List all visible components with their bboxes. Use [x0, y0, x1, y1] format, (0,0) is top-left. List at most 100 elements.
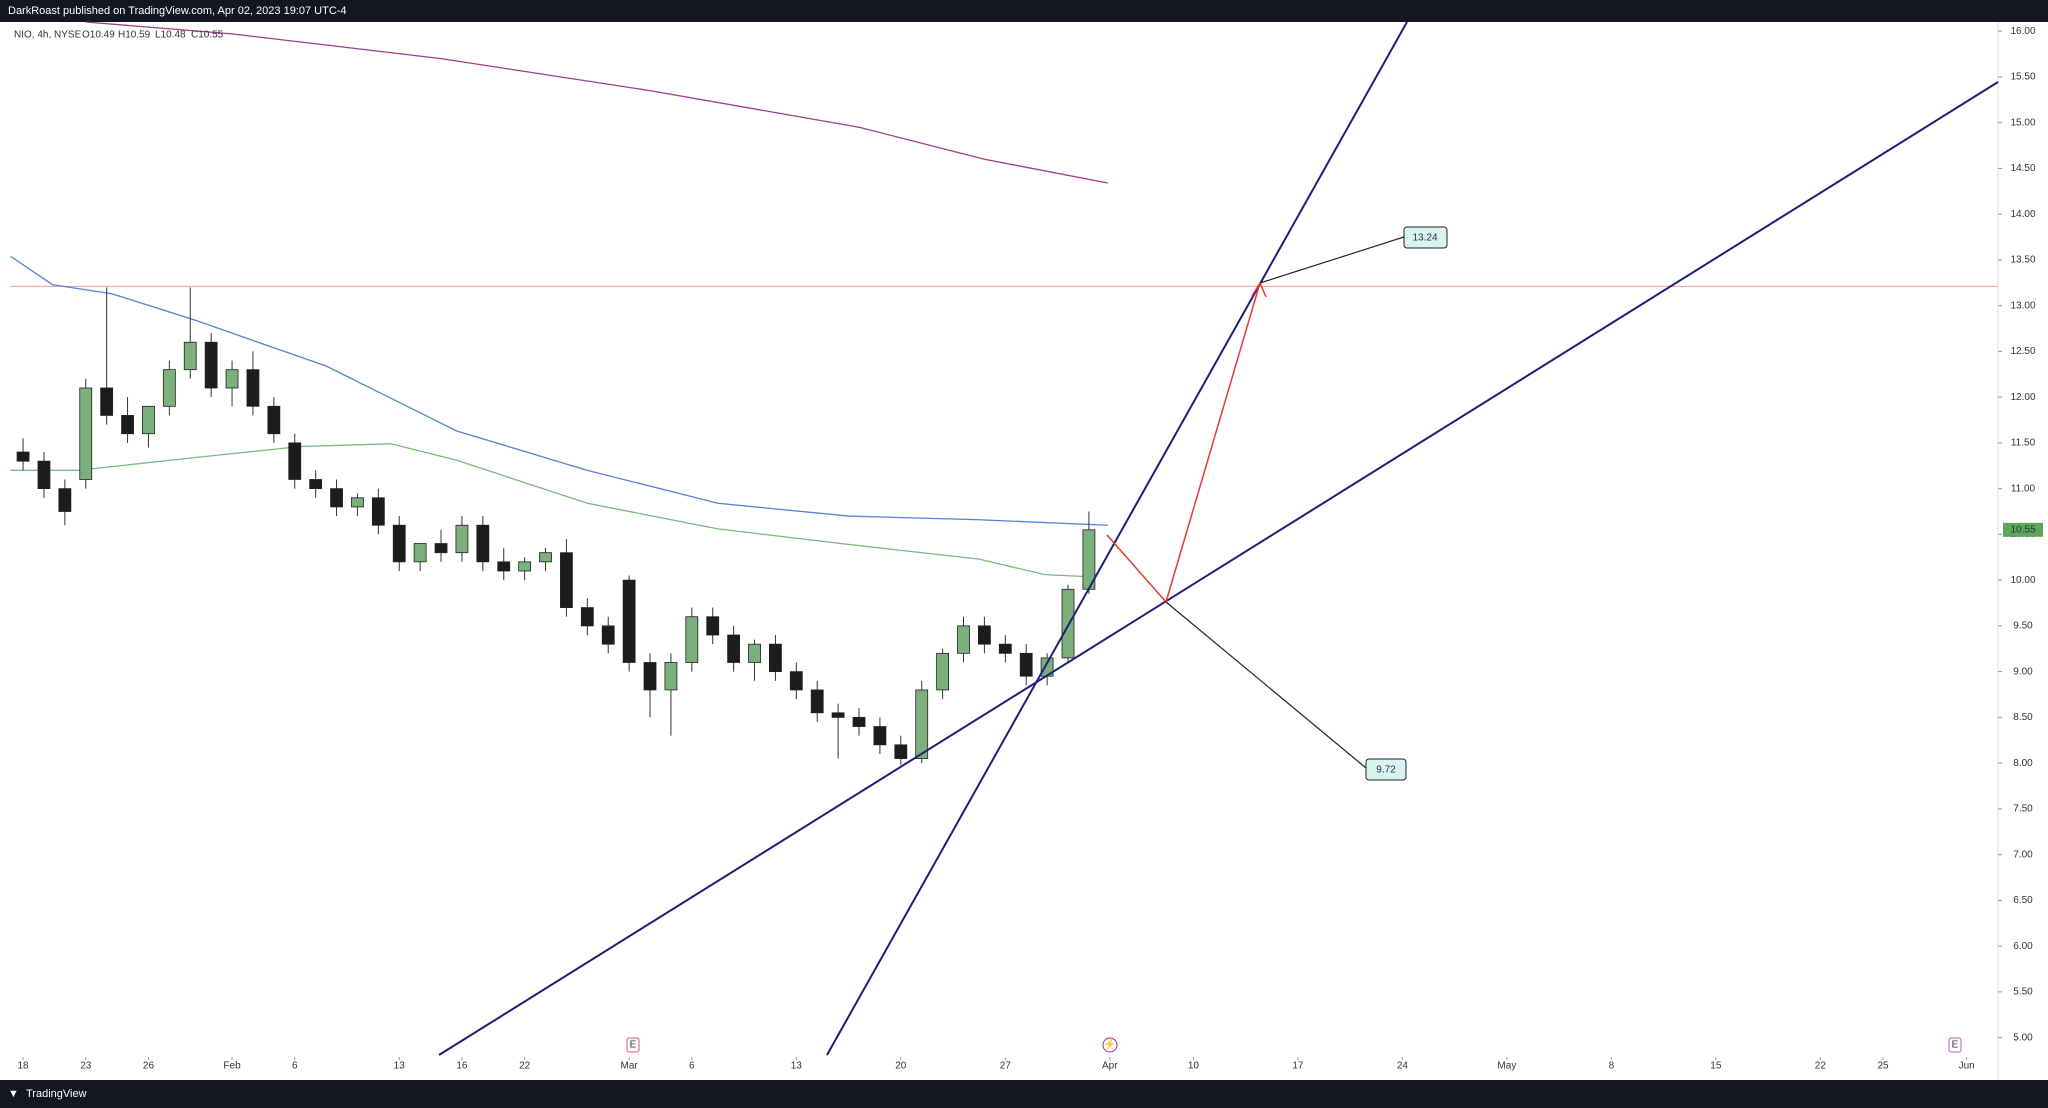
candle-body	[476, 524, 490, 563]
drawings: 13.24 9.72 E ⚡ E	[438, 21, 1999, 1056]
moving-average	[10, 255, 1108, 526]
candle-body	[330, 488, 343, 508]
candle-body	[622, 579, 636, 663]
y-tick-label: 10.00	[2010, 575, 2035, 586]
y-tick-label: 8.50	[2013, 712, 2033, 723]
candle-body	[769, 643, 782, 673]
candle-body	[225, 369, 239, 389]
projection-path	[1106, 282, 1261, 604]
x-tick-label: 8	[1609, 1061, 1615, 1072]
candle-body	[978, 625, 991, 645]
x-tick-label: Mar	[621, 1061, 639, 1072]
candle-body	[894, 744, 908, 759]
candle-body	[121, 415, 134, 435]
header-bar	[0, 0, 2048, 22]
y-tick-label: 7.50	[2013, 804, 2033, 815]
candle-body	[1061, 588, 1075, 659]
x-tick-label: 26	[143, 1061, 155, 1072]
x-tick-label: 13	[791, 1061, 803, 1072]
last-price-tag	[2003, 522, 2043, 537]
legend-high: H10.59	[118, 30, 151, 41]
candle-body	[748, 643, 761, 663]
trend-line	[826, 21, 1408, 1056]
candle-body	[1019, 652, 1033, 677]
y-tick-label: 11.00	[2011, 483, 2036, 494]
moving-average	[85, 21, 1108, 184]
candle-body	[831, 712, 845, 718]
target-label: 13.24	[1412, 233, 1437, 244]
x-tick-label: 16	[456, 1061, 468, 1072]
x-tick-label: May	[1497, 1061, 1516, 1072]
candle-body	[998, 643, 1012, 654]
candle-body	[413, 543, 427, 563]
candle-body	[664, 662, 678, 691]
brand: TradingView	[26, 1088, 87, 1100]
publish-info: DarkRoast published on TradingView.com, …	[8, 5, 347, 17]
candle-body	[183, 341, 197, 371]
x-tick-label: 18	[17, 1061, 29, 1072]
x-tick-label: 23	[80, 1061, 92, 1072]
x-tick-label: 20	[895, 1061, 907, 1072]
y-tick-label: 8.00	[2013, 758, 2033, 769]
y-tick-label: 9.50	[2013, 621, 2033, 632]
candle-body	[455, 524, 469, 554]
x-tick-label: Apr	[1102, 1061, 1118, 1072]
candle-body	[204, 341, 218, 389]
candle-body	[789, 671, 803, 691]
candle-body	[37, 460, 51, 490]
legend-low: L10.48	[155, 30, 186, 41]
y-tick-label: 5.50	[2013, 987, 2033, 998]
event-label[interactable]: E	[1952, 1040, 1959, 1051]
event-icon[interactable]	[1948, 1037, 1962, 1053]
event-label[interactable]: E	[630, 1040, 637, 1051]
candle-body	[100, 387, 114, 416]
candle-body	[936, 652, 950, 691]
y-tick-label: 12.50	[2010, 346, 2035, 357]
candle-body	[852, 716, 866, 727]
symbol: NIO, 4h, NYSE	[14, 30, 82, 41]
x-tick-label: Jun	[1959, 1061, 1975, 1072]
trend-line	[438, 81, 1999, 1056]
y-tick-label: 5.00	[2013, 1032, 2033, 1043]
candle-body	[58, 488, 72, 512]
event-icon[interactable]	[1102, 1037, 1118, 1053]
candle-body	[873, 726, 887, 746]
candle-body	[685, 616, 699, 663]
candle-body	[288, 442, 302, 480]
y-tick-label: 14.00	[2010, 209, 2035, 220]
y-tick-label: 13.00	[2010, 300, 2035, 311]
candle-body	[643, 662, 657, 691]
plot: 5.00 5.50 6.00 6.50 7.00 7.50 8.00 8.50 9.00 9.50…	[10, 21, 2043, 1072]
y-tick-label: 11.50	[2011, 438, 2036, 449]
candle-body	[497, 561, 511, 572]
y-tick-label: 14.50	[2010, 163, 2035, 174]
candle-body	[142, 405, 155, 435]
event-icon-glyph[interactable]: ⚡	[1104, 1038, 1116, 1051]
candle-body	[601, 625, 615, 645]
y-tick-label: 12.00	[2010, 392, 2035, 403]
x-tick-label: 10	[1188, 1061, 1200, 1072]
y-tick-label: 6.00	[2013, 941, 2033, 952]
moving-average	[10, 443, 1084, 578]
x-tick-label: 27	[1000, 1061, 1012, 1072]
candle-body	[560, 552, 573, 608]
x-tick-label: 17	[1292, 1061, 1304, 1072]
event-icon[interactable]	[626, 1037, 640, 1053]
candle-body	[16, 451, 30, 462]
x-tick-label: 22	[1815, 1061, 1827, 1072]
footer-bar	[0, 1080, 2048, 1108]
candle-body	[309, 479, 323, 490]
x-tick-label: 6	[292, 1061, 298, 1072]
target-box	[1365, 758, 1407, 781]
candle-body	[351, 497, 364, 508]
x-tick-label: 22	[519, 1061, 531, 1072]
candle-body	[580, 607, 594, 627]
x-tick-label: 15	[1710, 1061, 1722, 1072]
y-tick-label: 7.00	[2013, 849, 2033, 860]
y-tick-label: 9.00	[2013, 666, 2033, 677]
candle-body	[392, 524, 406, 563]
candle-body	[434, 543, 448, 554]
x-tick-label: 13	[394, 1061, 406, 1072]
